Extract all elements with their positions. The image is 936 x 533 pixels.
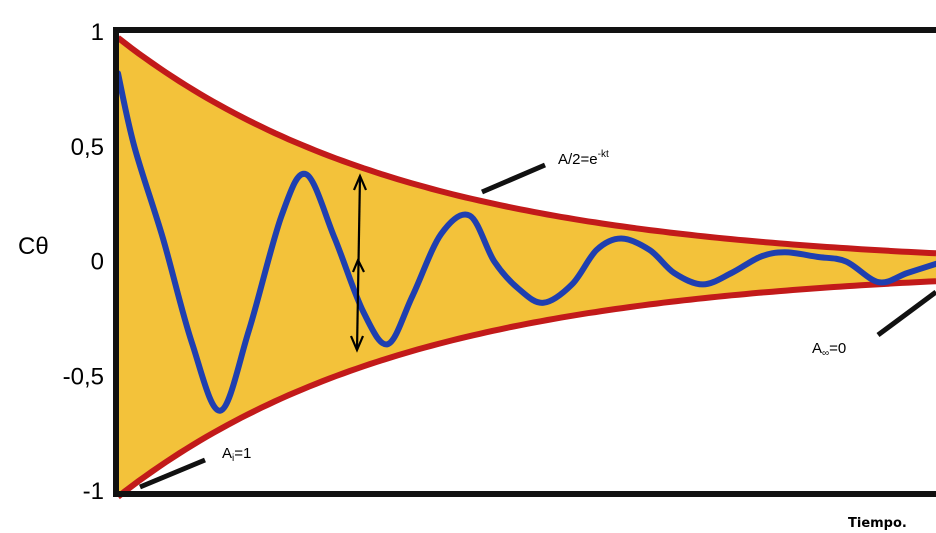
initial-amplitude-annotation-leader (139, 457, 206, 490)
envelope-annotation-leader (481, 162, 546, 195)
final-amplitude-annotation-leader (876, 289, 936, 338)
envelope-annotation: A/2=e-kt (558, 149, 609, 168)
y-tick-label: -1 (83, 478, 104, 505)
x-axis-label: Tiempo. (848, 516, 907, 531)
initial-amplitude-annotation: Ai=1 (222, 445, 251, 464)
y-tick-labels: 1 0,5 0 -0,5 -1 (63, 19, 104, 505)
amplitude-arrow (349, 173, 368, 353)
upper-envelope-line (116, 35, 936, 257)
y-tick-label: 0 (91, 249, 104, 276)
y-tick-label: 0,5 (71, 134, 104, 161)
lower-envelope-line (116, 278, 936, 500)
plot-frame (113, 27, 936, 497)
damped-oscillation-series-line (115, 70, 936, 414)
y-tick-label: 1 (91, 19, 104, 46)
y-tick-label: -0,5 (63, 363, 104, 390)
final-amplitude-annotation: A∞=0 (812, 340, 846, 359)
y-axis-label: Cθ (18, 233, 49, 260)
envelope-band (118, 37, 936, 497)
